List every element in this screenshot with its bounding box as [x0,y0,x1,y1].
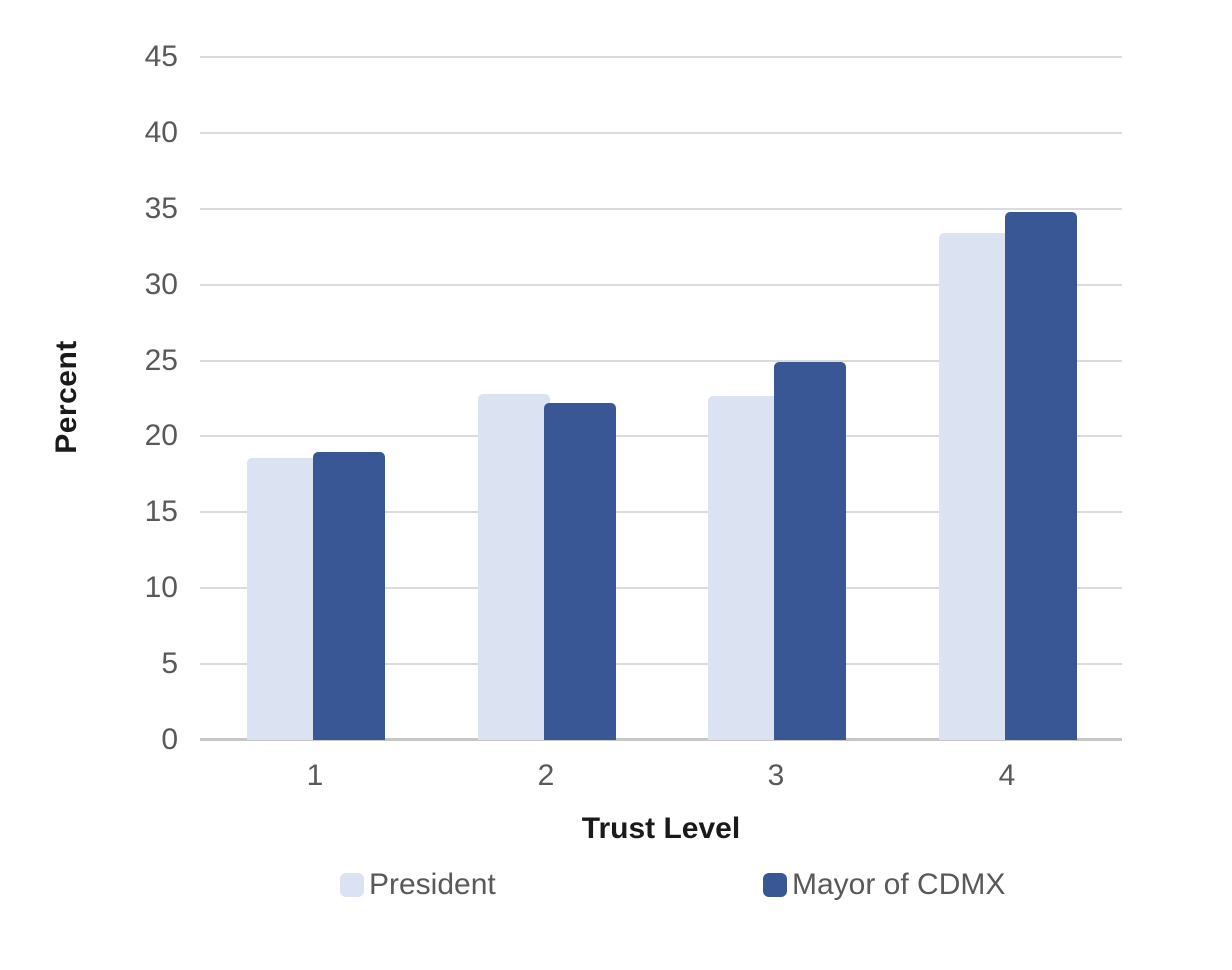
gridline [200,511,1122,513]
y-tick-label-5: 5 [161,647,178,680]
bar-president-level-2 [478,393,550,740]
bar-president-level-4 [939,233,1011,740]
x-axis-baseline [200,738,1122,741]
legend-item-president: President [340,868,496,901]
y-tick-label-10: 10 [144,571,178,604]
bar-mayor-of-cdmx-level-1 [313,451,385,740]
bar-president-level-1 [247,457,319,740]
legend-item-mayor-of-cdmx: Mayor of CDMX [763,868,1006,901]
gridline [200,435,1122,437]
plot-area [200,56,1122,741]
bar-mayor-of-cdmx-level-3 [774,362,846,740]
legend-label: President [369,868,496,901]
gridline [200,132,1122,134]
y-tick-label-20: 20 [144,419,178,452]
y-tick-label-15: 15 [144,495,178,528]
legend-swatch-icon [763,873,787,897]
y-tick-label-0: 0 [161,723,178,756]
y-tick-label-30: 30 [144,268,178,301]
gridline [200,208,1122,210]
gridline [200,587,1122,589]
x-tick-label-4: 4 [998,759,1016,792]
bar-mayor-of-cdmx-level-4 [1005,211,1077,740]
y-tick-label-40: 40 [144,116,178,149]
legend-swatch-icon [340,873,364,897]
y-axis-title: Percent [50,340,83,454]
x-tick-label-1: 1 [306,759,324,792]
bar-president-level-3 [708,395,780,740]
y-tick-label-35: 35 [144,192,178,225]
gridline [200,284,1122,286]
x-tick-label-3: 3 [767,759,785,792]
gridline [200,360,1122,362]
x-axis-title: Trust Level [581,812,741,845]
gridline [200,56,1122,58]
x-tick-label-2: 2 [537,759,555,792]
y-tick-label-45: 45 [144,40,178,73]
y-tick-label-25: 25 [144,344,178,377]
gridline [200,663,1122,665]
legend-label: Mayor of CDMX [792,868,1006,901]
bar-mayor-of-cdmx-level-2 [544,403,616,740]
